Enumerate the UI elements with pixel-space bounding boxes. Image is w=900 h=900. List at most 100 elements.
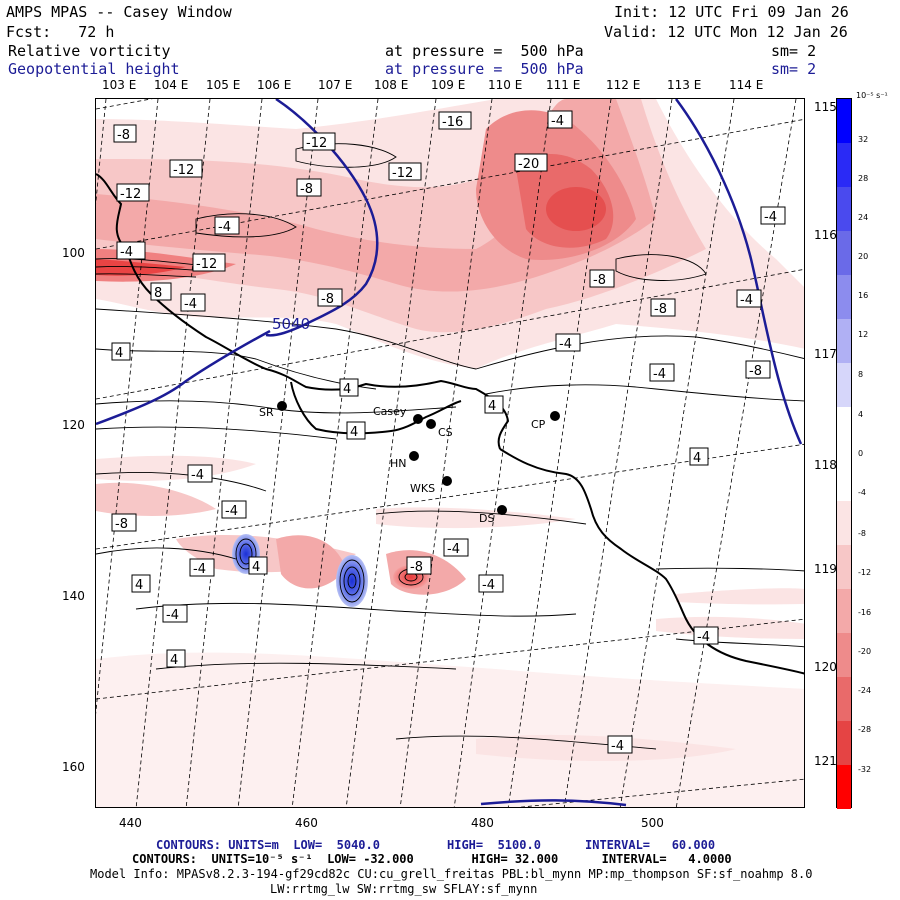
station-label-ds: DS	[479, 512, 494, 525]
station-label-casey: Casey	[373, 405, 407, 418]
contour-label-text: -8	[654, 302, 667, 317]
station-label-cs: CS	[438, 426, 453, 439]
contour-label-text: 4	[115, 346, 123, 361]
contour-label: -8	[296, 178, 322, 197]
contour-label-text: -8	[117, 128, 130, 143]
contour-label-text: -4	[184, 297, 197, 312]
contour-label-text: 4	[693, 451, 701, 466]
y-tick-label: 100	[62, 246, 85, 260]
station-dot-hn	[409, 451, 419, 461]
contour-labels: -8 -12 -16 -4 -20 -12 -8 -12 -12 -4 -4 -…	[111, 110, 786, 754]
contour-label-text: -4	[551, 114, 564, 129]
contour-label-text: -8	[593, 273, 606, 288]
contour-label: 8	[150, 282, 172, 301]
colorbar-label: 20	[858, 252, 869, 261]
contour-label-text: -4	[611, 739, 624, 754]
contour-label: 4	[131, 574, 151, 593]
colorbar-label: 8	[858, 370, 864, 379]
contour-label: -4	[607, 735, 633, 754]
contour-label: -4	[760, 206, 786, 225]
contour-label: 4	[339, 378, 359, 397]
x-tick-label: 500	[641, 816, 664, 830]
contour-label-text: -4	[653, 367, 666, 382]
contour-label-text: -8	[410, 560, 423, 575]
x-tick-label: 480	[471, 816, 494, 830]
contour-label-text: -4	[166, 608, 179, 623]
lon-label: 105 E	[206, 78, 241, 92]
contour-label: -16	[438, 111, 472, 130]
contour-label: -8	[111, 513, 137, 532]
contour-label-text: -4	[191, 468, 204, 483]
x-tick-label: 440	[119, 816, 142, 830]
contour-label: -8	[317, 288, 343, 307]
map-plot-area[interactable]: -8 -12 -16 -4 -20 -12 -8 -12 -12 -4 -4 -…	[95, 98, 805, 808]
contour-label-text: -4	[120, 245, 133, 260]
colorbar-label: -12	[858, 568, 872, 577]
lon-label: 107 E	[318, 78, 353, 92]
lon-label: 114 E	[729, 78, 764, 92]
contour-label-text: -8	[115, 517, 128, 532]
colorbar-label: 24	[858, 213, 869, 222]
footer-height-interval: INTERVAL= 60.000	[585, 838, 716, 852]
contour-label-text: -12	[306, 136, 327, 151]
contour-label-text: 4	[343, 382, 351, 397]
lon-label: 106 E	[257, 78, 292, 92]
contour-label-text: -8	[300, 182, 313, 197]
contour-label-text: -4	[225, 504, 238, 519]
contour-label-text: -20	[518, 157, 539, 172]
contour-label-text: -4	[764, 210, 777, 225]
y-tick-label: 140	[62, 589, 85, 603]
colorbar-label: -16	[858, 608, 872, 617]
contour-label: 4	[484, 395, 504, 414]
init-time: Init: 12 UTC Fri 09 Jan 26	[614, 3, 849, 21]
station-label-wks: WKS	[410, 482, 435, 495]
station-dot-cp	[550, 411, 560, 421]
colorbar-unit: 10⁻⁵ s⁻¹	[856, 91, 888, 100]
contour-label: -4	[187, 464, 213, 483]
contour-label-text: 4	[252, 560, 260, 575]
station-dot-cs	[426, 419, 436, 429]
lon-label: 110 E	[488, 78, 523, 92]
contour-label-text: -4	[559, 337, 572, 352]
contour-label: -4	[736, 289, 762, 308]
station-dot-ds	[497, 505, 507, 515]
contour-label: -12	[192, 253, 226, 272]
contour-label: -12	[388, 162, 422, 181]
contour-label: -4	[547, 110, 573, 129]
station-label-sr: SR	[259, 406, 274, 419]
contour-label: -12	[169, 159, 203, 178]
contour-label-text: 4	[170, 653, 178, 668]
colorbar-label: -24	[858, 686, 872, 695]
contour-label: -12	[116, 183, 150, 202]
contour-label: 4	[166, 649, 186, 668]
contour-label: -4	[443, 538, 469, 557]
colorbar-label: -20	[858, 647, 872, 656]
contour-label-text: -12	[120, 187, 141, 202]
contour-label: 4	[689, 447, 709, 466]
contour-label-text: -8	[321, 292, 334, 307]
station-markers: SR Casey CS CP HN WKS DS	[259, 401, 560, 525]
station-label-hn: HN	[390, 457, 407, 470]
footer-height-contours: CONTOURS: UNITS=m LOW= 5040.0	[156, 838, 380, 852]
y-tick-label: 120	[62, 418, 85, 432]
footer-vorticity-contours: CONTOURS: UNITS=10⁻⁵ s⁻¹ LOW= -32.000 HI…	[132, 852, 732, 866]
map-canvas: -8 -12 -16 -4 -20 -12 -8 -12 -12 -4 -4 -…	[96, 99, 804, 807]
station-dot-casey	[413, 414, 423, 424]
contour-label: 4	[346, 421, 366, 440]
valid-time: Valid: 12 UTC Mon 12 Jan 26	[604, 23, 848, 41]
footer-model-info-2: LW:rrtmg_lw SW:rrtmg_sw SFLAY:sf_mynn	[270, 882, 538, 896]
contour-label-text: -4	[740, 293, 753, 308]
field1-smoothing: sm= 2	[771, 42, 817, 60]
contour-label-text: -12	[173, 163, 194, 178]
colorbar-label: -32	[858, 765, 872, 774]
station-dot-sr	[277, 401, 287, 411]
contour-label: -4	[214, 216, 240, 235]
contour-label: -8	[113, 124, 137, 143]
field2-smoothing: sm= 2	[771, 60, 817, 78]
window-title: AMPS MPAS -- Casey Window	[6, 3, 232, 21]
colorbar-label: -28	[858, 725, 872, 734]
colorbar-label: 16	[858, 291, 869, 300]
contour-label: 4	[111, 342, 131, 361]
contour-label: -4	[162, 604, 188, 623]
height-contour-label: 5040	[272, 315, 310, 333]
